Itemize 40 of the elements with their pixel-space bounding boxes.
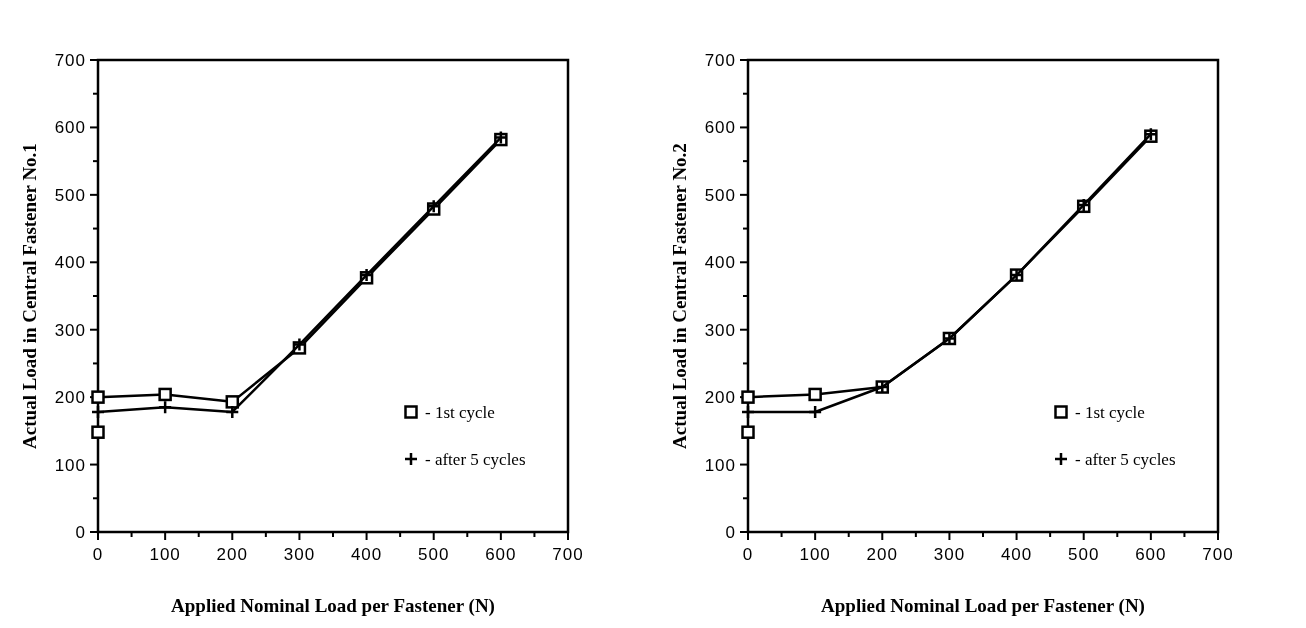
y-tick-label: 500 bbox=[54, 185, 86, 205]
y-tick-label: 300 bbox=[54, 320, 86, 340]
x-tick-label: 700 bbox=[1202, 545, 1234, 564]
x-tick-label: 700 bbox=[552, 545, 584, 564]
legend-label: - after 5 cycles bbox=[425, 450, 526, 469]
x-tick-label: 200 bbox=[216, 545, 248, 564]
y-tick-label: 700 bbox=[54, 51, 86, 70]
y-tick-label: 100 bbox=[704, 455, 736, 475]
y-tick-label: 400 bbox=[54, 253, 86, 273]
x-axis-title: Applied Nominal Load per Fastener (N) bbox=[821, 595, 1145, 617]
x-tick-label: 400 bbox=[1000, 545, 1033, 564]
x-tick-label: 0 bbox=[92, 545, 104, 564]
x-tick-label: 100 bbox=[799, 545, 831, 564]
y-tick-label: 500 bbox=[704, 185, 736, 205]
x-tick-label: 100 bbox=[149, 545, 181, 564]
y-tick-label: 300 bbox=[704, 320, 736, 340]
y-tick-label: 0 bbox=[75, 523, 86, 542]
y-tick-label: 400 bbox=[704, 253, 736, 273]
y-tick-label: 200 bbox=[54, 388, 86, 408]
x-tick-label: 0 bbox=[742, 545, 754, 564]
y-tick-label: 600 bbox=[704, 118, 736, 138]
y-tick-label: 0 bbox=[725, 523, 736, 542]
x-tick-label: 500 bbox=[1068, 545, 1100, 564]
x-tick-label: 400 bbox=[350, 545, 383, 564]
y-tick-label: 700 bbox=[704, 51, 736, 70]
legend-label: - after 5 cycles bbox=[1075, 450, 1176, 469]
legend-label: - 1st cycle bbox=[1075, 403, 1145, 422]
y-tick-label: 600 bbox=[54, 118, 86, 138]
y-tick-label: 200 bbox=[704, 388, 736, 408]
x-tick-label: 500 bbox=[418, 545, 450, 564]
legend-label: - 1st cycle bbox=[425, 403, 495, 422]
x-tick-label: 300 bbox=[933, 545, 966, 564]
y-tick-label: 100 bbox=[54, 455, 86, 475]
y-axis-title: Actual Load in Central Fastener No.1 bbox=[19, 143, 40, 449]
x-tick-label: 600 bbox=[1135, 545, 1167, 564]
x-tick-label: 300 bbox=[283, 545, 316, 564]
x-tick-label: 200 bbox=[866, 545, 898, 564]
y-axis-title: Actual Load in Central Fastener No.2 bbox=[669, 143, 690, 449]
x-axis-title: Applied Nominal Load per Fastener (N) bbox=[171, 595, 495, 617]
x-tick-label: 600 bbox=[485, 545, 517, 564]
